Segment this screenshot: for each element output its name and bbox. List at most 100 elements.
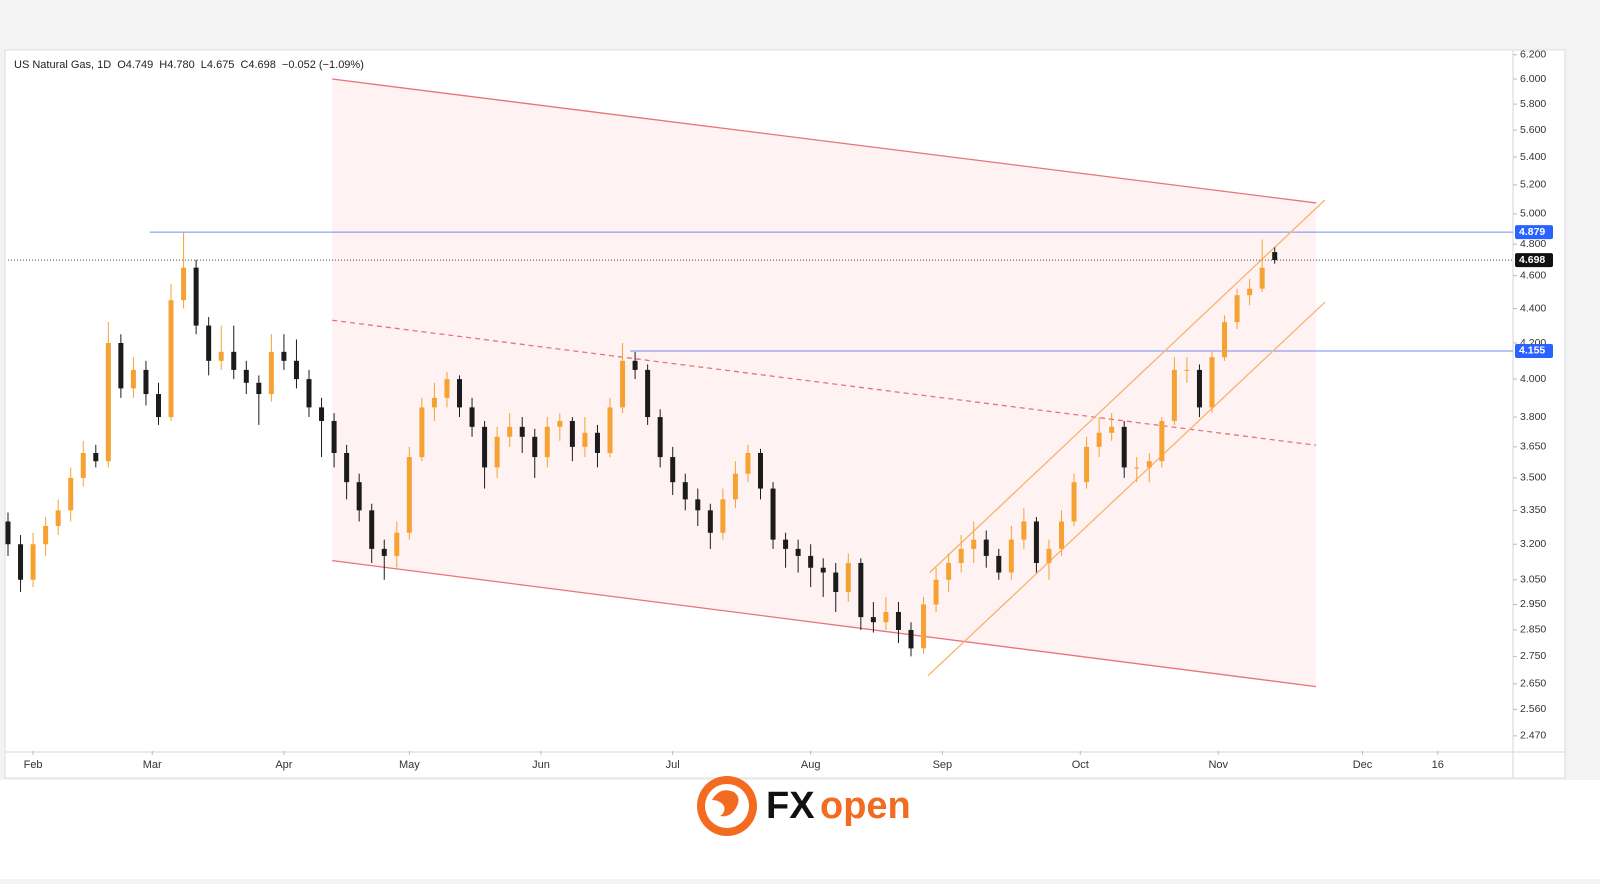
candle-body xyxy=(1196,369,1202,408)
x-tick-label: May xyxy=(399,759,420,771)
candle-body xyxy=(946,562,952,580)
candle-body xyxy=(507,426,513,437)
candle-body xyxy=(1121,426,1127,468)
candle-body xyxy=(18,544,24,580)
y-tick-label: 3.650 xyxy=(1520,441,1546,453)
candle-body xyxy=(344,452,350,483)
candle-body xyxy=(1021,521,1027,540)
legend-item: US Natural Gas, 1D xyxy=(14,59,111,71)
candle-body xyxy=(1159,420,1165,462)
candle-body xyxy=(908,629,914,649)
candle-body xyxy=(243,369,249,383)
candle-body xyxy=(858,562,864,618)
candle-body xyxy=(431,397,437,408)
candle-body xyxy=(231,351,237,370)
candle-body xyxy=(745,452,751,474)
candle-body xyxy=(732,473,738,500)
candle-body xyxy=(444,379,450,398)
x-tick-label: Dec xyxy=(1353,759,1373,771)
candle-body xyxy=(544,426,550,458)
candle-body xyxy=(218,351,224,361)
candle-body xyxy=(1146,461,1152,468)
y-tick-label: 5.400 xyxy=(1520,151,1546,163)
candle-body xyxy=(206,325,212,361)
y-tick-label: 3.050 xyxy=(1520,574,1546,586)
candle-body xyxy=(670,457,676,483)
y-tick-label: 2.560 xyxy=(1520,703,1546,715)
candle-body xyxy=(130,369,136,389)
x-tick-label: Mar xyxy=(143,759,162,771)
x-tick-label: Aug xyxy=(801,759,821,771)
y-tick-label: 5.000 xyxy=(1520,208,1546,220)
candle-body xyxy=(870,617,876,623)
logo: FX open xyxy=(697,776,911,836)
candle-body xyxy=(1046,548,1052,563)
y-tick-label: 5.200 xyxy=(1520,179,1546,191)
legend-item: −0.052 (−1.09%) xyxy=(282,59,364,71)
candle-body xyxy=(143,369,149,395)
logo-open: open xyxy=(820,785,911,827)
candle-body xyxy=(494,436,500,468)
trend-line xyxy=(929,199,1326,573)
legend-item: H4.780 xyxy=(159,59,194,71)
y-tick-label: 6.000 xyxy=(1520,73,1546,85)
candle-body xyxy=(958,548,964,563)
candle-body xyxy=(1134,467,1140,469)
x-tick-label: Jul xyxy=(666,759,680,771)
candle-body xyxy=(256,382,262,395)
y-tick-label: 5.800 xyxy=(1520,98,1546,110)
candle-body xyxy=(419,407,425,458)
plot-area xyxy=(5,78,1513,688)
candle-body xyxy=(381,548,387,556)
candle-body xyxy=(80,452,86,478)
candle-body xyxy=(582,432,588,447)
candle-body xyxy=(1184,369,1190,371)
y-tick-label: 6.200 xyxy=(1520,49,1546,61)
price-label-box xyxy=(1515,253,1553,268)
price-label: 4.698 xyxy=(1519,254,1545,266)
candle-body xyxy=(68,477,74,511)
x-tick-label: Nov xyxy=(1208,759,1228,771)
x-tick-label: Apr xyxy=(275,759,292,771)
candle-body xyxy=(1084,446,1090,483)
candle-body xyxy=(607,407,613,453)
candle-body xyxy=(895,612,901,630)
candle-body xyxy=(394,532,400,556)
candle-body xyxy=(695,499,701,511)
candle-body xyxy=(369,510,375,549)
candle-body xyxy=(820,567,826,573)
candle-body xyxy=(758,452,763,489)
candle-body xyxy=(983,539,989,556)
x-tick-label: Oct xyxy=(1072,759,1089,771)
y-tick-label: 3.200 xyxy=(1520,538,1546,550)
candle-body xyxy=(971,539,977,549)
y-tick-label: 3.350 xyxy=(1520,504,1546,516)
legend-item: O4.749 xyxy=(117,59,153,71)
candle-body xyxy=(557,420,563,427)
logo-tiger xyxy=(712,790,739,817)
candle-body xyxy=(331,420,337,453)
y-tick-label: 2.950 xyxy=(1520,598,1546,610)
candle-body xyxy=(1059,521,1064,549)
candle-body xyxy=(105,342,111,462)
candle-body xyxy=(1071,482,1077,522)
candle-body xyxy=(1033,521,1039,563)
candle-body xyxy=(569,420,575,447)
candle-body xyxy=(281,351,287,361)
y-tick-label: 4.600 xyxy=(1520,269,1546,281)
candle-body xyxy=(406,457,412,533)
candle-body xyxy=(594,432,600,453)
x-tick-label: Sep xyxy=(933,759,953,771)
candle-body xyxy=(720,499,726,533)
y-tick-label: 3.800 xyxy=(1520,411,1546,423)
candle-body xyxy=(482,426,488,468)
candle-body xyxy=(657,417,663,458)
candle-body xyxy=(457,379,462,408)
candle-body xyxy=(808,555,814,568)
trend-line xyxy=(927,301,1326,677)
legend: US Natural Gas, 1D O4.749 H4.780 L4.675 C4.6… xyxy=(14,59,364,71)
trend-line xyxy=(332,78,1317,204)
candle-body xyxy=(682,482,688,500)
candle-body xyxy=(645,369,651,418)
